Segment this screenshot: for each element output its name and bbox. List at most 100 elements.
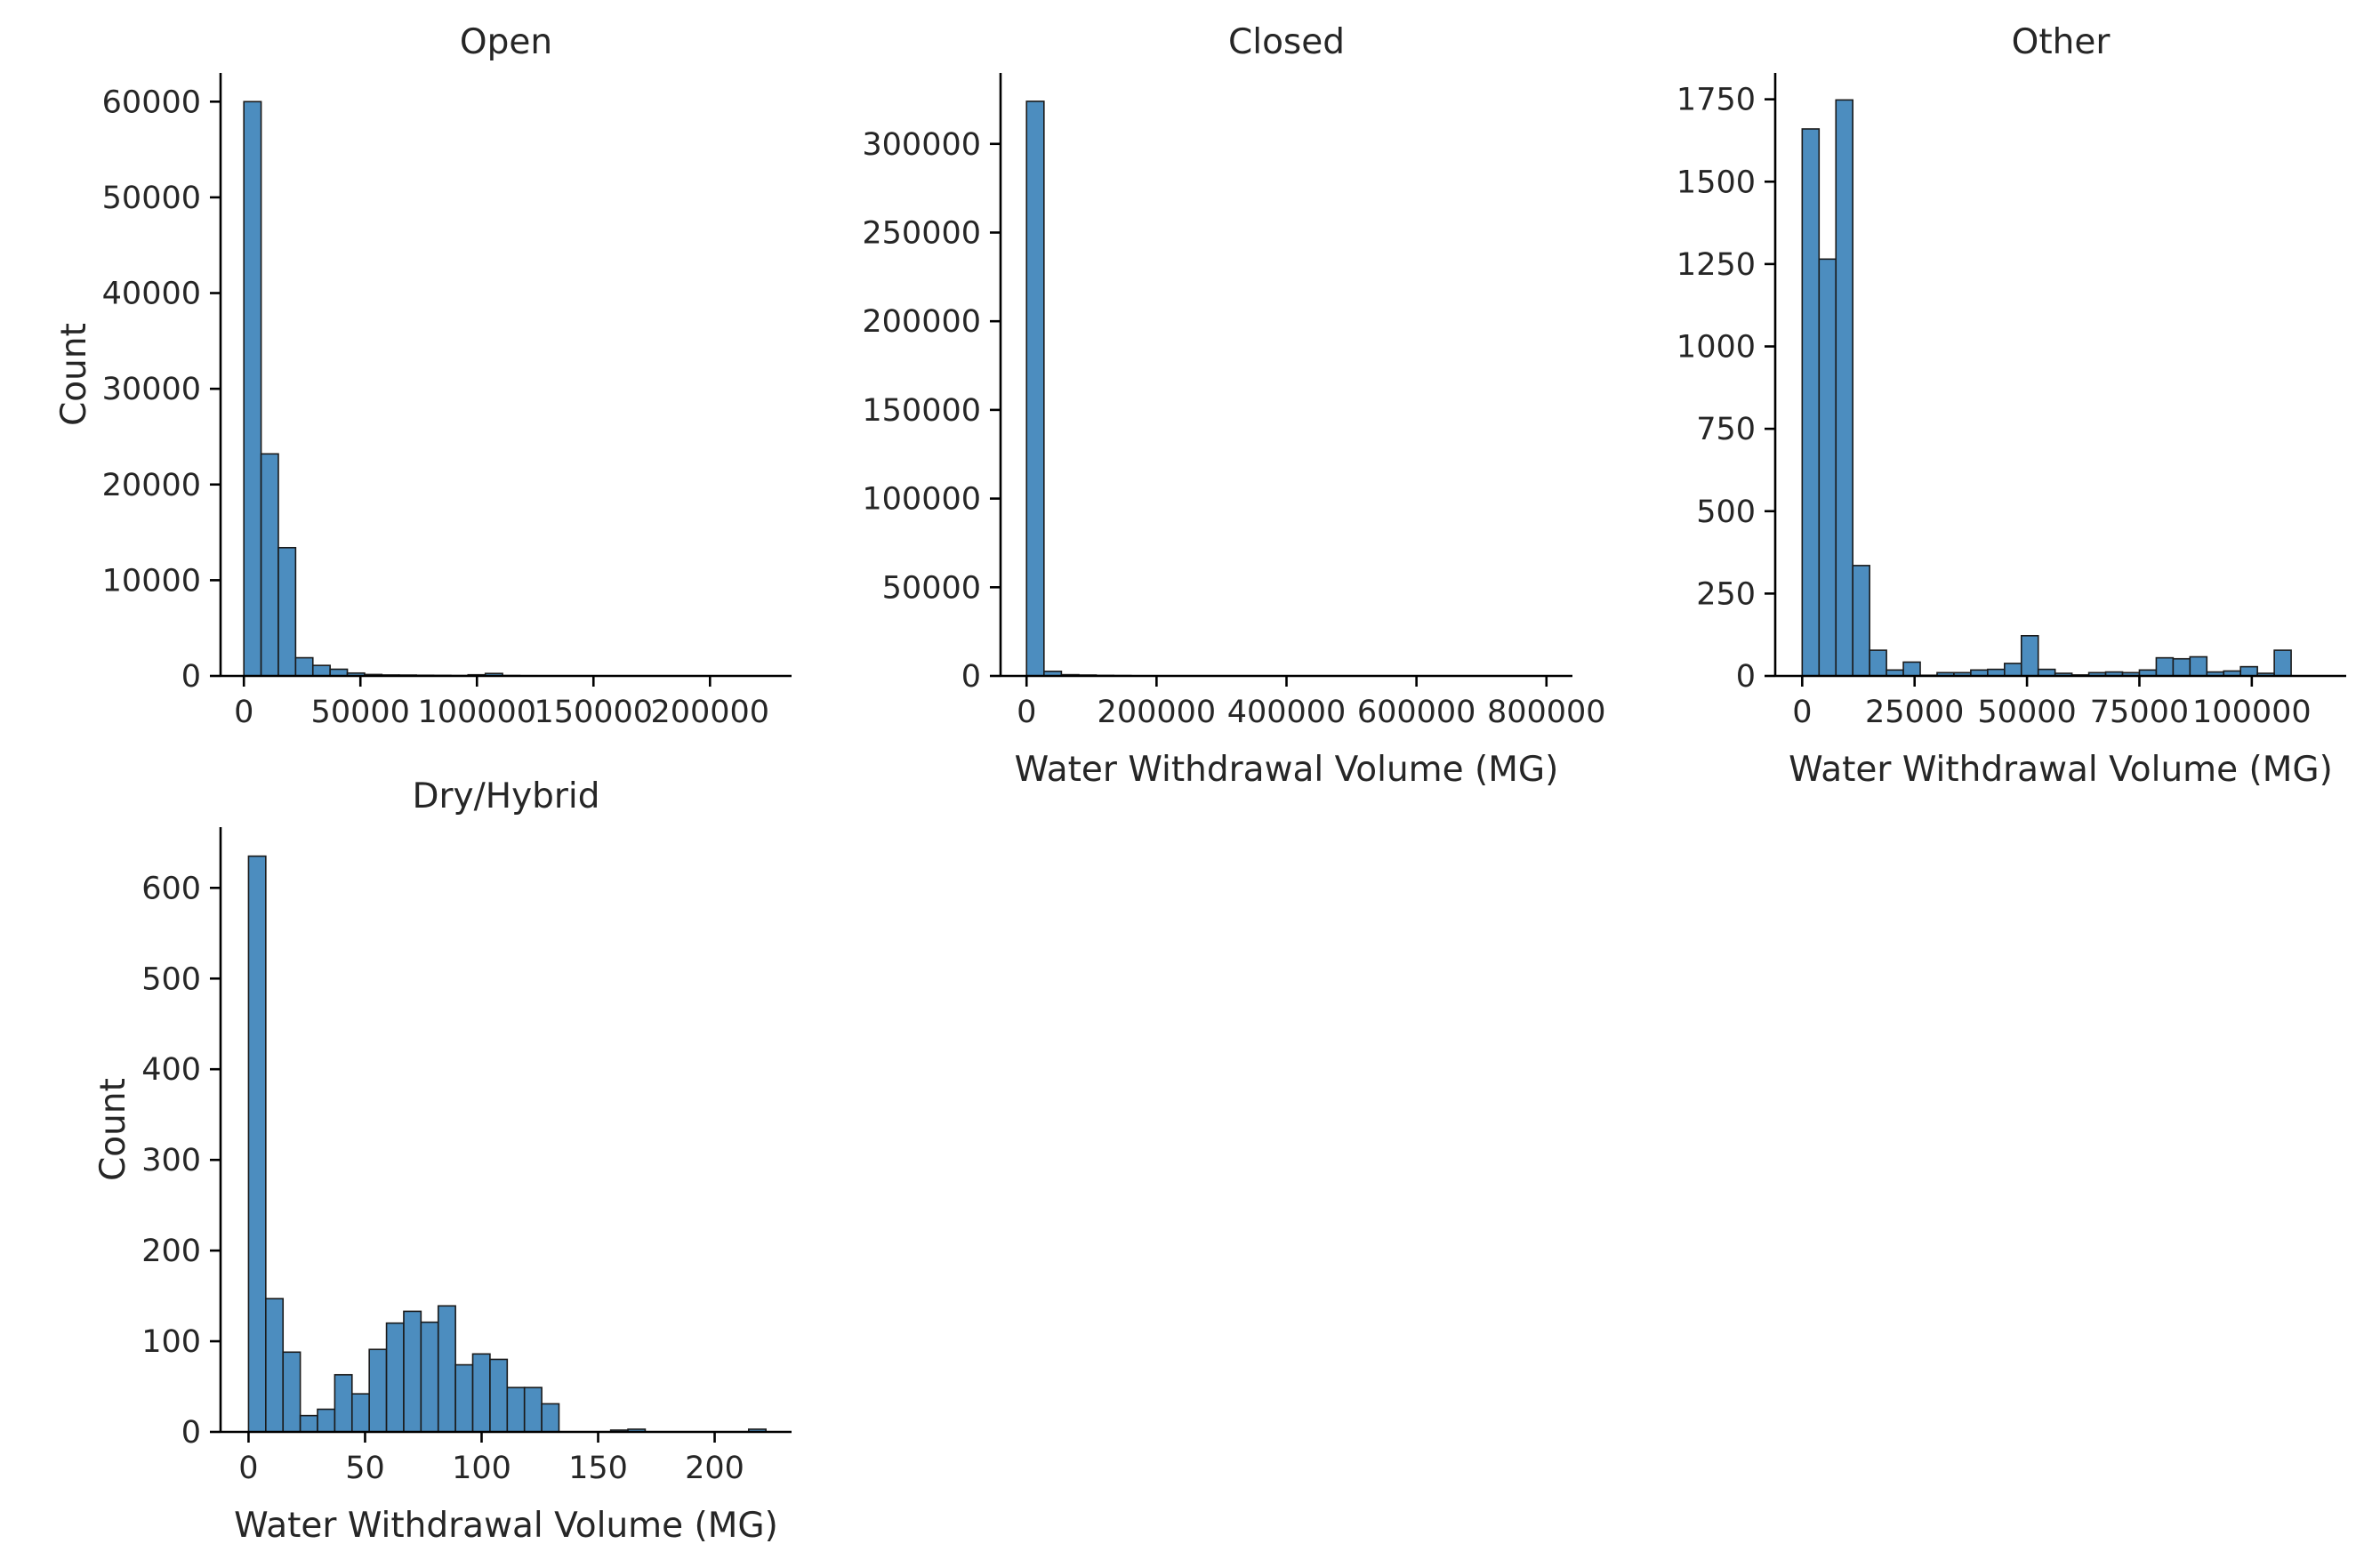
histogram-bar <box>277 546 297 677</box>
x-tick-label: 50000 <box>311 695 410 730</box>
x-tick-label: 100 <box>452 1451 511 1486</box>
y-tick-label: 500 <box>141 961 201 997</box>
x-tick-label: 400000 <box>1227 695 1347 730</box>
histogram-bar <box>294 656 314 677</box>
y-tick-label: 100000 <box>862 482 981 518</box>
y-tick-label: 50000 <box>882 570 981 606</box>
x-tick-label: 100000 <box>2192 695 2312 730</box>
x-tick-label: 200000 <box>1098 695 1217 730</box>
histogram-panel-2: 0 50000 100000 150000 200000 250000 300000 0 200… <box>862 22 1605 790</box>
histogram-bar <box>506 1387 526 1433</box>
histogram-bar <box>311 664 331 677</box>
histogram-bar <box>437 1305 456 1433</box>
y-tick-label: 10000 <box>102 563 201 599</box>
x-tick-label: 800000 <box>1487 695 1606 730</box>
histogram-bar <box>420 1321 439 1433</box>
y-tick-label: 1500 <box>1676 165 1756 200</box>
histogram-bar <box>334 1373 353 1433</box>
panel-title: Open <box>460 22 552 62</box>
x-tick-label: 50000 <box>1977 695 2076 730</box>
panel-title: Other <box>2012 22 2111 62</box>
x-axis-label: Water Withdrawal Volume (MG) <box>1015 750 1559 790</box>
y-tick-label: 150000 <box>862 393 981 429</box>
y-tick-label: 30000 <box>102 372 201 407</box>
histogram-bar <box>2004 663 2022 677</box>
y-tick-label: 1000 <box>1676 330 1756 366</box>
y-tick-label: 60000 <box>102 84 201 120</box>
histogram-bar <box>385 1322 405 1433</box>
y-tick-label: 40000 <box>102 277 201 312</box>
panel-title: Closed <box>1228 22 1345 62</box>
y-tick-label: 200000 <box>862 304 981 340</box>
y-tick-label: 250000 <box>862 215 981 251</box>
y-tick-label: 300 <box>141 1143 201 1178</box>
y-tick-label: 20000 <box>102 468 201 503</box>
y-tick-label: 500 <box>1696 495 1756 530</box>
y-tick-label: 600 <box>141 871 201 906</box>
histogram-bar <box>541 1403 560 1433</box>
y-tick-label: 50000 <box>102 181 201 216</box>
panel-title: Dry/Hybrid <box>412 776 599 816</box>
histogram-bar <box>2020 634 2039 677</box>
y-tick-label: 400 <box>141 1052 201 1088</box>
histogram-bar <box>403 1310 422 1433</box>
histogram-bar <box>1801 128 1821 677</box>
y-tick-label: 0 <box>181 659 201 695</box>
histogram-bar <box>1902 661 1921 677</box>
histogram-bar <box>454 1363 474 1433</box>
y-axis-label: Count <box>54 323 94 426</box>
histogram-bar <box>247 855 267 1433</box>
histogram-bar <box>2155 656 2175 677</box>
y-tick-label: 1250 <box>1676 247 1756 283</box>
x-tick-label: 0 <box>1792 695 1812 730</box>
histogram-bar <box>1818 258 1837 677</box>
x-tick-label: 50 <box>345 1451 385 1486</box>
y-tick-label: 250 <box>1696 576 1756 612</box>
y-tick-label: 0 <box>181 1415 201 1451</box>
histogram-bar <box>1835 99 1854 677</box>
histogram-bar <box>471 1353 491 1433</box>
histogram-bar <box>282 1351 302 1433</box>
histogram-bar <box>2172 657 2191 677</box>
histogram-bar <box>299 1414 318 1433</box>
y-axis-label: Count <box>93 1078 133 1181</box>
y-tick-label: 0 <box>1736 659 1756 695</box>
y-tick-label: 1750 <box>1676 83 1756 118</box>
x-tick-label: 150000 <box>534 695 653 730</box>
histogram-bar <box>1025 101 1045 677</box>
x-tick-label: 200 <box>685 1451 744 1486</box>
histogram-bar <box>243 101 262 677</box>
y-tick-label: 100 <box>141 1324 201 1360</box>
histogram-bar <box>368 1348 388 1433</box>
histogram-bar <box>2273 649 2292 677</box>
y-tick-label: 750 <box>1696 412 1756 447</box>
x-tick-label: 0 <box>234 695 253 730</box>
y-tick-label: 300000 <box>862 127 981 163</box>
histogram-bar <box>1852 565 1870 677</box>
x-axis-label: Water Withdrawal Volume (MG) <box>234 1506 778 1546</box>
histogram-bar <box>350 1393 370 1433</box>
histogram-bar <box>265 1298 285 1433</box>
y-tick-label: 0 <box>961 659 981 695</box>
histogram-bar <box>317 1408 336 1433</box>
x-tick-label: 25000 <box>1865 695 1964 730</box>
histogram-bar <box>1869 649 1887 677</box>
histogram-bar <box>2189 655 2208 677</box>
histogram-bar <box>523 1387 543 1433</box>
histogram-bar <box>2239 665 2258 677</box>
x-tick-label: 100000 <box>417 695 536 730</box>
x-tick-label: 150 <box>568 1451 628 1486</box>
x-tick-label: 600000 <box>1357 695 1476 730</box>
histogram-panel-4: 0 100 200 300 400 500 600 0 50 100 150 200 Dry/Hybri… <box>93 776 792 1546</box>
histogram-bar <box>489 1358 509 1433</box>
x-tick-label: 0 <box>238 1451 258 1486</box>
x-axis-label: Water Withdrawal Volume (MG) <box>1789 750 2333 790</box>
histogram-panel-3: 0 250 500 750 1000 1250 1500 1750 0 25000 50000 750… <box>1676 22 2346 790</box>
y-tick-label: 200 <box>141 1234 201 1269</box>
x-tick-label: 75000 <box>2090 695 2189 730</box>
x-tick-label: 0 <box>1017 695 1036 730</box>
histogram-bar <box>260 453 279 677</box>
x-tick-label: 200000 <box>650 695 769 730</box>
